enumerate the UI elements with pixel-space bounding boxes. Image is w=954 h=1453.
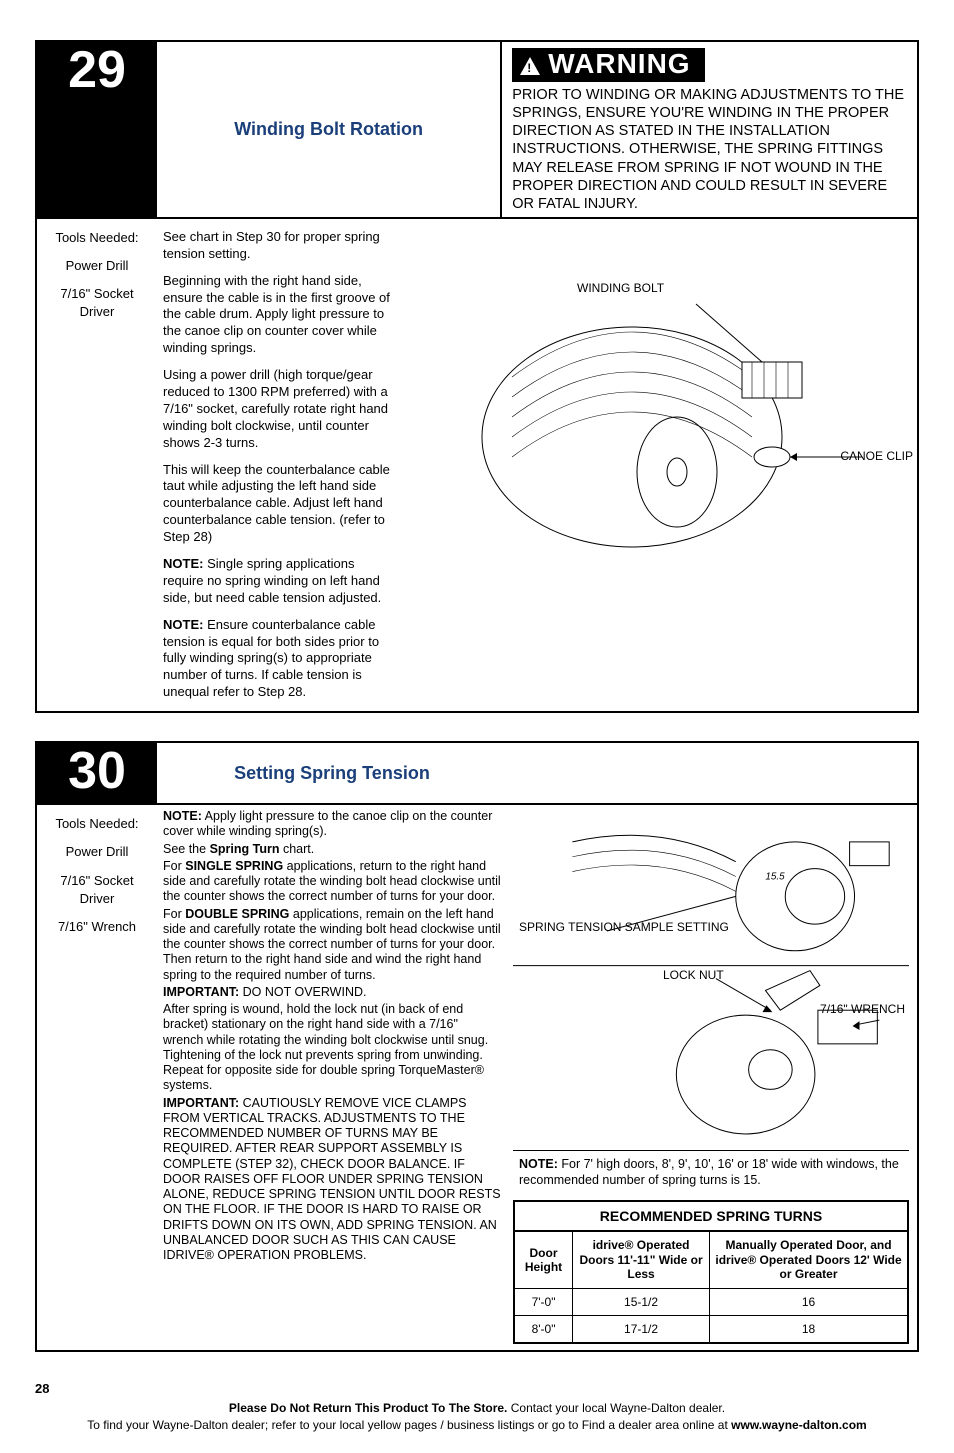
step-30-body: Tools Needed: Power Drill 7/16" Socket D… (37, 805, 917, 1349)
table-row: 7'-0" 15-1/2 16 (514, 1288, 908, 1315)
tools-column-29: Tools Needed: Power Drill 7/16" Socket D… (37, 219, 157, 711)
callout-lock-nut: LOCK NUT (663, 969, 724, 982)
table-cell: 15-1/2 (573, 1288, 710, 1315)
warning-badge: WARNING (512, 48, 704, 82)
step-29-title: Winding Bolt Rotation (157, 42, 502, 217)
instruction-para: This will keep the counterbalance cable … (163, 462, 395, 546)
header-spacer (507, 743, 917, 803)
callout-spring-tension: SPRING TENSION SAMPLE SETTING (519, 921, 729, 934)
callout-winding-bolt: WINDING BOLT (577, 282, 664, 295)
tool-item: Power Drill (45, 257, 149, 275)
tool-item: 7/16" Wrench (45, 918, 149, 936)
instructions-29: See chart in Step 30 for proper spring t… (157, 219, 407, 711)
tools-needed-label: Tools Needed: (45, 815, 149, 833)
instruction-note: NOTE: Single spring applications require… (163, 556, 395, 607)
instruction-note: NOTE: Ensure counterbalance cable tensio… (163, 617, 395, 701)
warning-text: PRIOR TO WINDING OR MAKING ADJUSTMENTS T… (512, 86, 907, 213)
important-label: IMPORTANT: (163, 1096, 239, 1110)
tool-item: 7/16" Socket Driver (45, 285, 149, 321)
note-label: NOTE: (163, 617, 203, 632)
table-cell: 18 (710, 1315, 908, 1343)
note-text: Apply light pressure to the canoe clip o… (163, 809, 492, 838)
note-label: NOTE: (163, 556, 203, 571)
table-cell: 16 (710, 1288, 908, 1315)
warning-label: WARNING (548, 48, 690, 80)
instruction-para: See the Spring Turn chart. (163, 842, 501, 857)
page-footer: 28 Please Do Not Return This Product To … (35, 1380, 919, 1434)
step-30: 30 Setting Spring Tension Tools Needed: … (35, 741, 919, 1351)
note-label: NOTE: (163, 809, 202, 823)
table-header: Manually Operated Door, and idrive® Oper… (710, 1231, 908, 1288)
table-cell: 7'-0" (514, 1288, 573, 1315)
tool-item: 7/16" Socket Driver (45, 872, 149, 908)
instruction-para: Using a power drill (high torque/gear re… (163, 367, 395, 451)
table-header-row: Door Height idrive® Operated Doors 11'-1… (514, 1231, 908, 1288)
step-29-header: 29 Winding Bolt Rotation WARNING PRIOR T… (37, 42, 917, 219)
instruction-para: Beginning with the right hand side, ensu… (163, 273, 395, 357)
important-text: DO NOT OVERWIND. (239, 985, 366, 999)
spring-turns-table: RECOMMENDED SPRING TURNS Door Height idr… (513, 1200, 909, 1343)
table-row: 8'-0" 17-1/2 18 (514, 1315, 908, 1343)
tools-column-30: Tools Needed: Power Drill 7/16" Socket D… (37, 805, 157, 1349)
diagram-placeholder: WINDING BOLT CANOE CLIP (417, 227, 907, 557)
step-29-body: Tools Needed: Power Drill 7/16" Socket D… (37, 219, 917, 711)
table-cell: 17-1/2 (573, 1315, 710, 1343)
step-30-number: 30 (37, 743, 157, 803)
table-cell: 8'-0" (514, 1315, 573, 1343)
important-label: IMPORTANT: (163, 985, 239, 999)
warning-triangle-icon (520, 57, 540, 75)
counter-value: 15.5 (765, 872, 785, 883)
table-header: Door Height (514, 1231, 573, 1288)
step-30-left: Tools Needed: Power Drill 7/16" Socket D… (37, 805, 507, 1349)
step-30-header: 30 Setting Spring Tension (37, 743, 917, 805)
instruction-important: IMPORTANT: DO NOT OVERWIND. (163, 985, 501, 1000)
instruction-para: See chart in Step 30 for proper spring t… (163, 229, 395, 263)
instruction-para: After spring is wound, hold the lock nut… (163, 1002, 501, 1094)
tool-item: Power Drill (45, 843, 149, 861)
diagram-30: 15.5 (513, 811, 909, 1151)
instructions-30: NOTE: Apply light pressure to the canoe … (157, 805, 507, 1349)
instruction-para: For SINGLE SPRING applications, return t… (163, 859, 501, 905)
table-header: idrive® Operated Doors 11'-11" Wide or L… (573, 1231, 710, 1288)
page-number: 28 (35, 1380, 919, 1398)
tools-needed-label: Tools Needed: (45, 229, 149, 247)
winding-bolt-diagram (417, 227, 907, 557)
callout-wrench: 7/16" WRENCH (820, 1003, 905, 1016)
step-30-right: 15.5 (507, 805, 917, 1349)
footer-line-2: To find your Wayne-Dalton dealer; refer … (35, 1417, 919, 1434)
diagram-note: NOTE: For 7' high doors, 8', 9', 10', 16… (513, 1155, 909, 1194)
note-text: For 7' high doors, 8', 9', 10', 16' or 1… (519, 1157, 899, 1187)
important-text: CAUTIOUSLY REMOVE VICE CLAMPS FROM VERTI… (163, 1096, 501, 1263)
step-29: 29 Winding Bolt Rotation WARNING PRIOR T… (35, 40, 919, 713)
diagram-29: WINDING BOLT CANOE CLIP (407, 219, 917, 711)
warning-block: WARNING PRIOR TO WINDING OR MAKING ADJUS… (502, 42, 917, 217)
instruction-para: For DOUBLE SPRING applications, remain o… (163, 907, 501, 983)
callout-canoe-clip: CANOE CLIP (840, 450, 913, 463)
note-label: NOTE: (519, 1157, 558, 1171)
footer-line-1: Please Do Not Return This Product To The… (35, 1400, 919, 1417)
instruction-important: IMPORTANT: CAUTIOUSLY REMOVE VICE CLAMPS… (163, 1096, 501, 1264)
instruction-note: NOTE: Apply light pressure to the canoe … (163, 809, 501, 840)
step-30-title: Setting Spring Tension (157, 743, 507, 803)
step-29-number: 29 (37, 42, 157, 217)
table-caption: RECOMMENDED SPRING TURNS (513, 1200, 909, 1230)
